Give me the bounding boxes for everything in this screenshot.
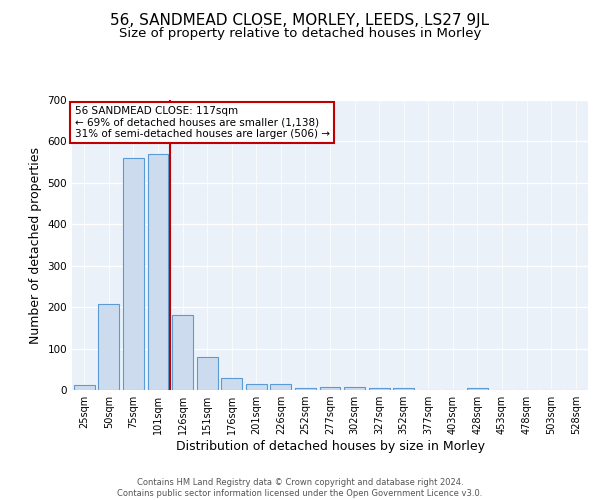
- Bar: [393, 388, 414, 390]
- Text: 56, SANDMEAD CLOSE, MORLEY, LEEDS, LS27 9JL: 56, SANDMEAD CLOSE, MORLEY, LEEDS, LS27 …: [110, 12, 490, 28]
- Bar: [123, 158, 144, 390]
- X-axis label: Distribution of detached houses by size in Morley: Distribution of detached houses by size …: [176, 440, 485, 453]
- Bar: [368, 388, 389, 390]
- Bar: [197, 357, 218, 390]
- Bar: [320, 386, 340, 390]
- Bar: [148, 154, 169, 390]
- Y-axis label: Number of detached properties: Number of detached properties: [29, 146, 42, 344]
- Bar: [221, 378, 242, 390]
- Text: Size of property relative to detached houses in Morley: Size of property relative to detached ho…: [119, 28, 481, 40]
- Bar: [74, 385, 95, 390]
- Bar: [271, 384, 292, 390]
- Text: 56 SANDMEAD CLOSE: 117sqm
← 69% of detached houses are smaller (1,138)
31% of se: 56 SANDMEAD CLOSE: 117sqm ← 69% of detac…: [74, 106, 329, 139]
- Bar: [467, 388, 488, 390]
- Bar: [246, 384, 267, 390]
- Bar: [295, 388, 316, 390]
- Bar: [98, 304, 119, 390]
- Bar: [172, 316, 193, 390]
- Text: Contains HM Land Registry data © Crown copyright and database right 2024.
Contai: Contains HM Land Registry data © Crown c…: [118, 478, 482, 498]
- Bar: [344, 386, 365, 390]
